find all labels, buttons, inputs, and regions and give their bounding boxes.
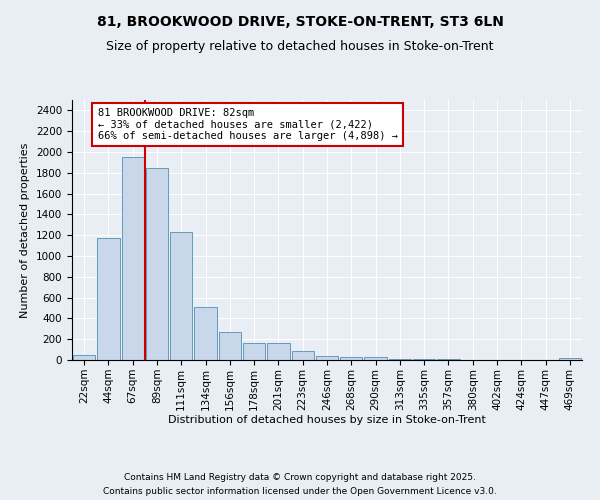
Text: Contains HM Land Registry data © Crown copyright and database right 2025.: Contains HM Land Registry data © Crown c… [124,472,476,482]
Text: 81 BROOKWOOD DRIVE: 82sqm
← 33% of detached houses are smaller (2,422)
66% of se: 81 BROOKWOOD DRIVE: 82sqm ← 33% of detac… [97,108,398,141]
Bar [122,157,144,360]
Bar [267,344,290,360]
Bar [389,359,411,360]
Bar [292,350,314,360]
Bar [194,307,217,360]
Bar [218,332,241,360]
Bar [73,355,95,360]
Bar [97,238,119,360]
Text: Size of property relative to detached houses in Stoke-on-Trent: Size of property relative to detached ho… [106,40,494,53]
Bar [340,357,362,360]
Bar [146,168,168,360]
Text: 81, BROOKWOOD DRIVE, STOKE-ON-TRENT, ST3 6LN: 81, BROOKWOOD DRIVE, STOKE-ON-TRENT, ST3… [97,15,503,29]
Bar [559,358,581,360]
X-axis label: Distribution of detached houses by size in Stoke-on-Trent: Distribution of detached houses by size … [168,416,486,426]
Bar [170,232,193,360]
Bar [243,344,265,360]
Text: Contains public sector information licensed under the Open Government Licence v3: Contains public sector information licen… [103,488,497,496]
Y-axis label: Number of detached properties: Number of detached properties [20,142,31,318]
Bar [364,357,387,360]
Bar [316,356,338,360]
